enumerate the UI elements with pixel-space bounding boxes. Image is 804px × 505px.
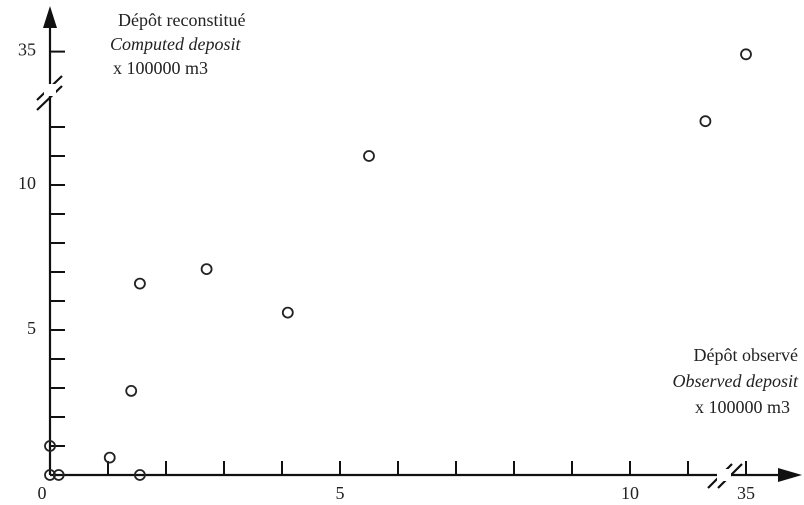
y-break-gap bbox=[44, 84, 56, 96]
point bbox=[699, 115, 712, 128]
point bbox=[44, 469, 56, 481]
point bbox=[740, 48, 752, 61]
point bbox=[133, 469, 146, 481]
y-axis-title: x 100000 m3 bbox=[113, 58, 208, 78]
x-break-gap bbox=[717, 469, 731, 481]
point bbox=[281, 306, 294, 319]
x-axis-arrow bbox=[778, 468, 802, 482]
point bbox=[363, 150, 375, 162]
point bbox=[103, 451, 116, 464]
x-axis-title: x 100000 m3 bbox=[695, 397, 790, 417]
y-axis-title: Dépôt reconstitué bbox=[118, 10, 245, 30]
y-tick-label: 5 bbox=[27, 318, 36, 338]
point bbox=[44, 440, 56, 452]
x-axis-title: Observed deposit bbox=[673, 371, 799, 391]
point bbox=[52, 469, 65, 481]
x-tick-label: 5 bbox=[336, 483, 345, 503]
y-tick-label: 10 bbox=[18, 173, 36, 193]
y-tick-label: 35 bbox=[18, 40, 36, 60]
point bbox=[125, 384, 138, 397]
x-tick-label: 10 bbox=[621, 483, 639, 503]
y-axis-arrow bbox=[43, 6, 57, 28]
x-axis-title: Dépôt observé bbox=[694, 345, 798, 365]
x-tick-label: 0 bbox=[38, 483, 47, 503]
x-tick-label: 35 bbox=[737, 483, 755, 503]
point bbox=[200, 263, 213, 276]
point bbox=[133, 277, 146, 290]
y-axis-title: Computed deposit bbox=[110, 34, 241, 54]
